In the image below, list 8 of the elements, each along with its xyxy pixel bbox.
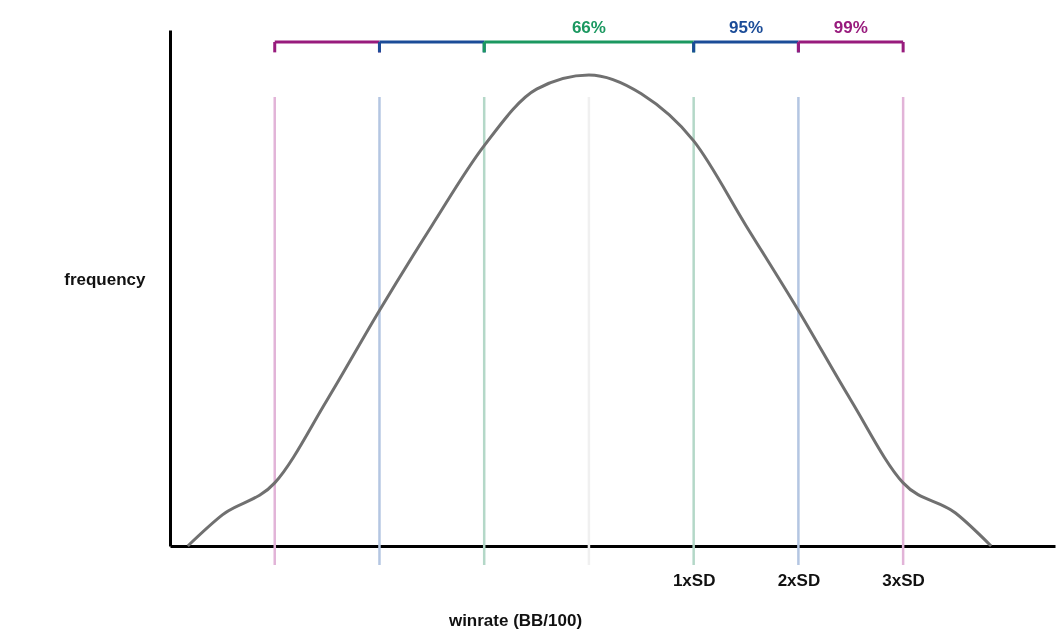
text: 66% bbox=[571, 18, 606, 38]
text: 95% bbox=[729, 18, 764, 38]
x-tick-label: 1xSD bbox=[672, 570, 716, 590]
x-tick-label: 2xSD bbox=[777, 570, 821, 590]
text: 99% bbox=[833, 18, 868, 38]
x-axis-title: winrate (BB/100) bbox=[447, 610, 583, 630]
y-axis-title: frequency bbox=[64, 269, 147, 289]
x-tick-label: 3xSD bbox=[882, 570, 925, 590]
